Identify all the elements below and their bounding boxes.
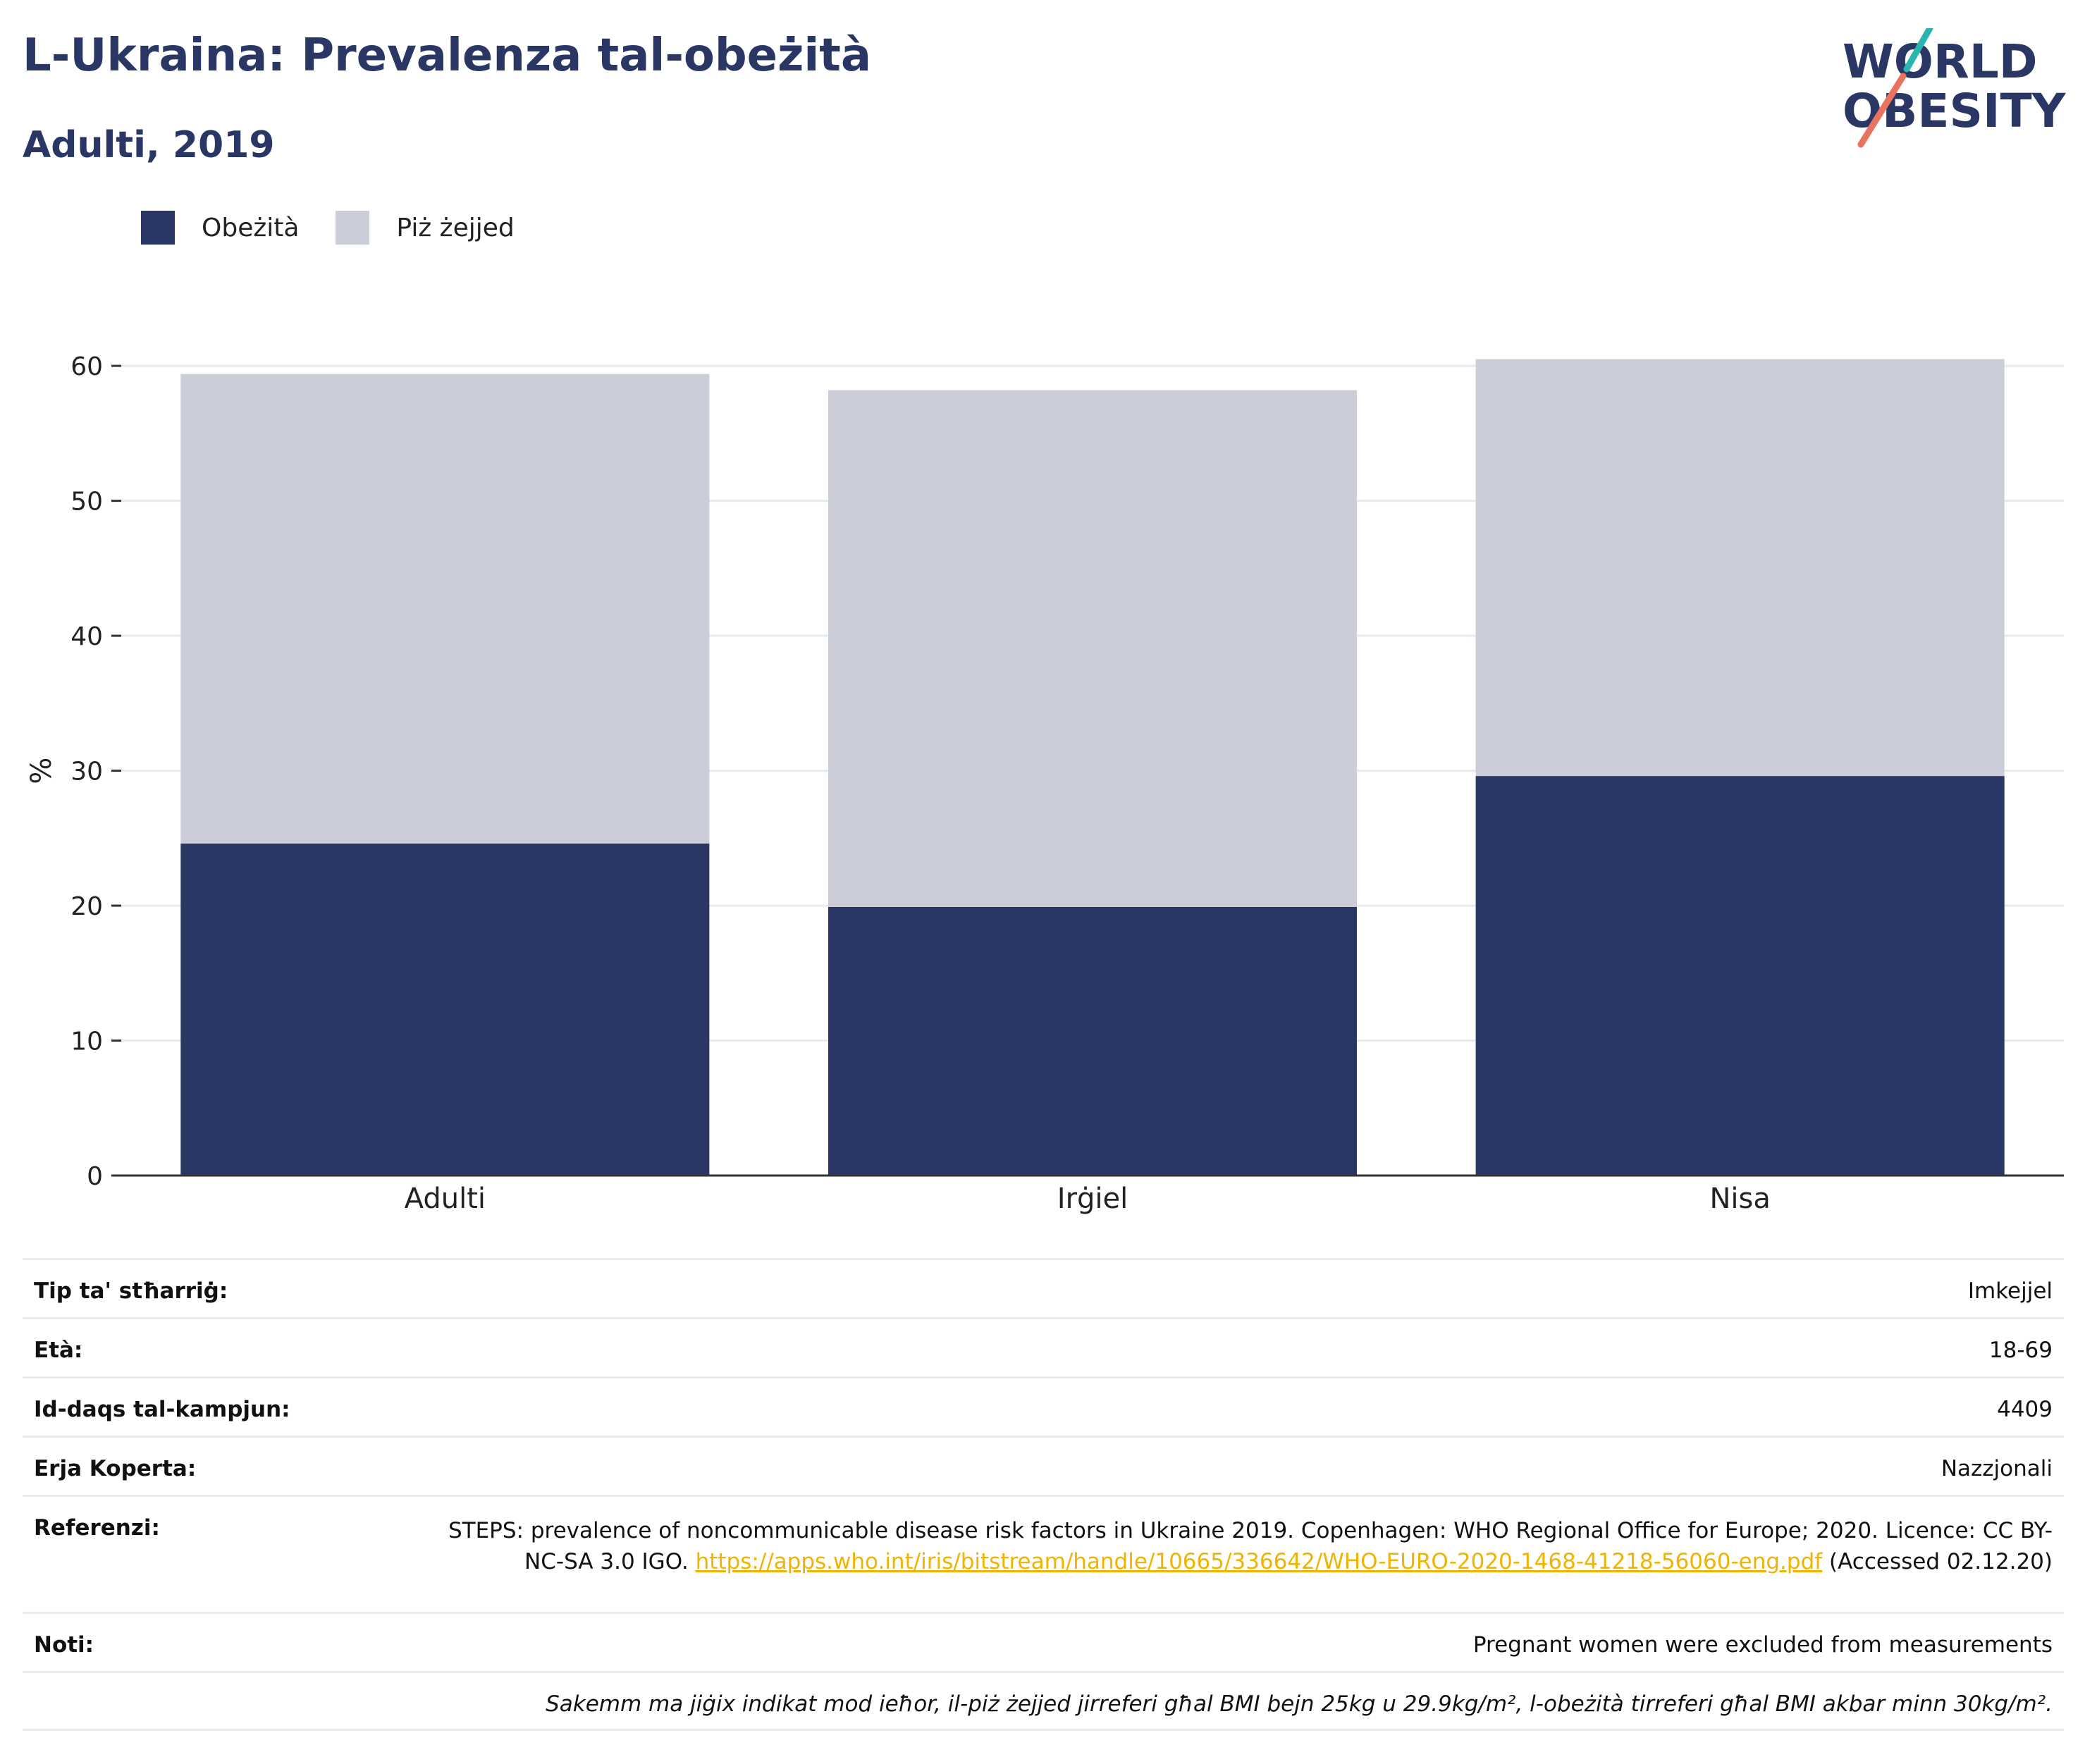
legend-label-overweight: Piż żejjed — [396, 213, 515, 242]
logo-teal-slash — [1903, 28, 1933, 73]
references-label: Referenzi: — [34, 1515, 160, 1541]
sample-size-label: Id-daqs tal-kampjun: — [34, 1397, 290, 1422]
x-axis-labels: Adulti Irġiel Nisa — [405, 1183, 1771, 1215]
info-row-age: Età: 18-69 — [23, 1319, 2064, 1378]
y-tick-label: 10 — [70, 1028, 103, 1056]
x-category-label: Nisa — [1709, 1183, 1770, 1215]
bars — [180, 359, 2005, 1176]
y-tick-label: 0 — [87, 1162, 103, 1191]
references-link[interactable]: https://apps.who.int/iris/bitstream/hand… — [695, 1549, 1823, 1574]
sample-size-value: 4409 — [1997, 1397, 2053, 1422]
logo-line1: WORLD — [1843, 35, 2038, 89]
survey-type-value: Imkejjel — [1967, 1278, 2053, 1304]
legend-item-overweight[interactable]: Piż żejjed — [336, 211, 515, 245]
notes-label: Noti: — [34, 1632, 94, 1658]
info-table: Tip ta' stħarriġ: Imkejjel Età: 18-69 Id… — [23, 1258, 2064, 1731]
info-row-footnote: Sakemm ma jiġix indikat mod ieħor, il-pi… — [23, 1673, 2064, 1731]
y-tick-label: 40 — [70, 622, 103, 651]
y-axis-ticks: 0 10 20 30 40 50 60 — [70, 352, 121, 1191]
world-obesity-logo: WORLD OBESITY — [1843, 28, 2067, 148]
legend-item-obesity[interactable]: Obeżità — [141, 211, 299, 245]
chart-subtitle: Adulti, 2019 — [23, 124, 275, 166]
info-row-survey-type: Tip ta' stħarriġ: Imkejjel — [23, 1260, 2064, 1319]
legend-label-obesity: Obeżità — [202, 213, 300, 242]
age-value: 18-69 — [1988, 1338, 2053, 1363]
area-label: Erja Koperta: — [34, 1456, 197, 1481]
y-tick-label: 50 — [70, 488, 103, 517]
y-tick-label: 20 — [70, 892, 103, 921]
bar-obesity[interactable] — [180, 843, 710, 1176]
y-tick-label: 30 — [70, 758, 103, 787]
references-value: STEPS: prevalence of noncommunicable dis… — [431, 1515, 2053, 1577]
y-tick-label: 60 — [70, 352, 103, 381]
references-accessed: (Accessed 02.12.20) — [1822, 1549, 2053, 1574]
survey-type-label: Tip ta' stħarriġ: — [34, 1278, 228, 1304]
bar-chart: 0 10 20 30 40 50 60 Adulti Irġiel Nisa % — [25, 352, 2064, 1215]
chart-legend: Obeżità Piż żejjed — [141, 210, 551, 245]
logo-coral-slash — [1857, 73, 1907, 148]
chart-title: L-Ukraina: Prevalenza tal-obeżità — [23, 30, 872, 82]
bar-obesity[interactable] — [828, 906, 1357, 1176]
info-row-references: Referenzi: STEPS: prevalence of noncommu… — [23, 1497, 2064, 1614]
references-text: STEPS: prevalence of noncommunicable dis… — [448, 1518, 2053, 1574]
legend-swatch-overweight — [336, 211, 370, 245]
x-category-label: Irġiel — [1057, 1183, 1128, 1215]
y-axis-title: % — [25, 758, 58, 784]
legend-swatch-obesity — [141, 211, 175, 245]
age-label: Età: — [34, 1338, 83, 1363]
info-row-sample-size: Id-daqs tal-kampjun: 4409 — [23, 1378, 2064, 1438]
info-row-area: Erja Koperta: Nazzjonali — [23, 1438, 2064, 1497]
x-category-label: Adulti — [405, 1183, 486, 1215]
bar-obesity[interactable] — [1475, 776, 2005, 1176]
footnote-text: Sakemm ma jiġix indikat mod ieħor, il-pi… — [546, 1691, 2053, 1717]
notes-value: Pregnant women were excluded from measur… — [1472, 1632, 2053, 1658]
logo-line2: OBESITY — [1843, 84, 2067, 138]
area-value: Nazzjonali — [1941, 1456, 2053, 1481]
info-row-notes: Noti: Pregnant women were excluded from … — [23, 1614, 2064, 1673]
